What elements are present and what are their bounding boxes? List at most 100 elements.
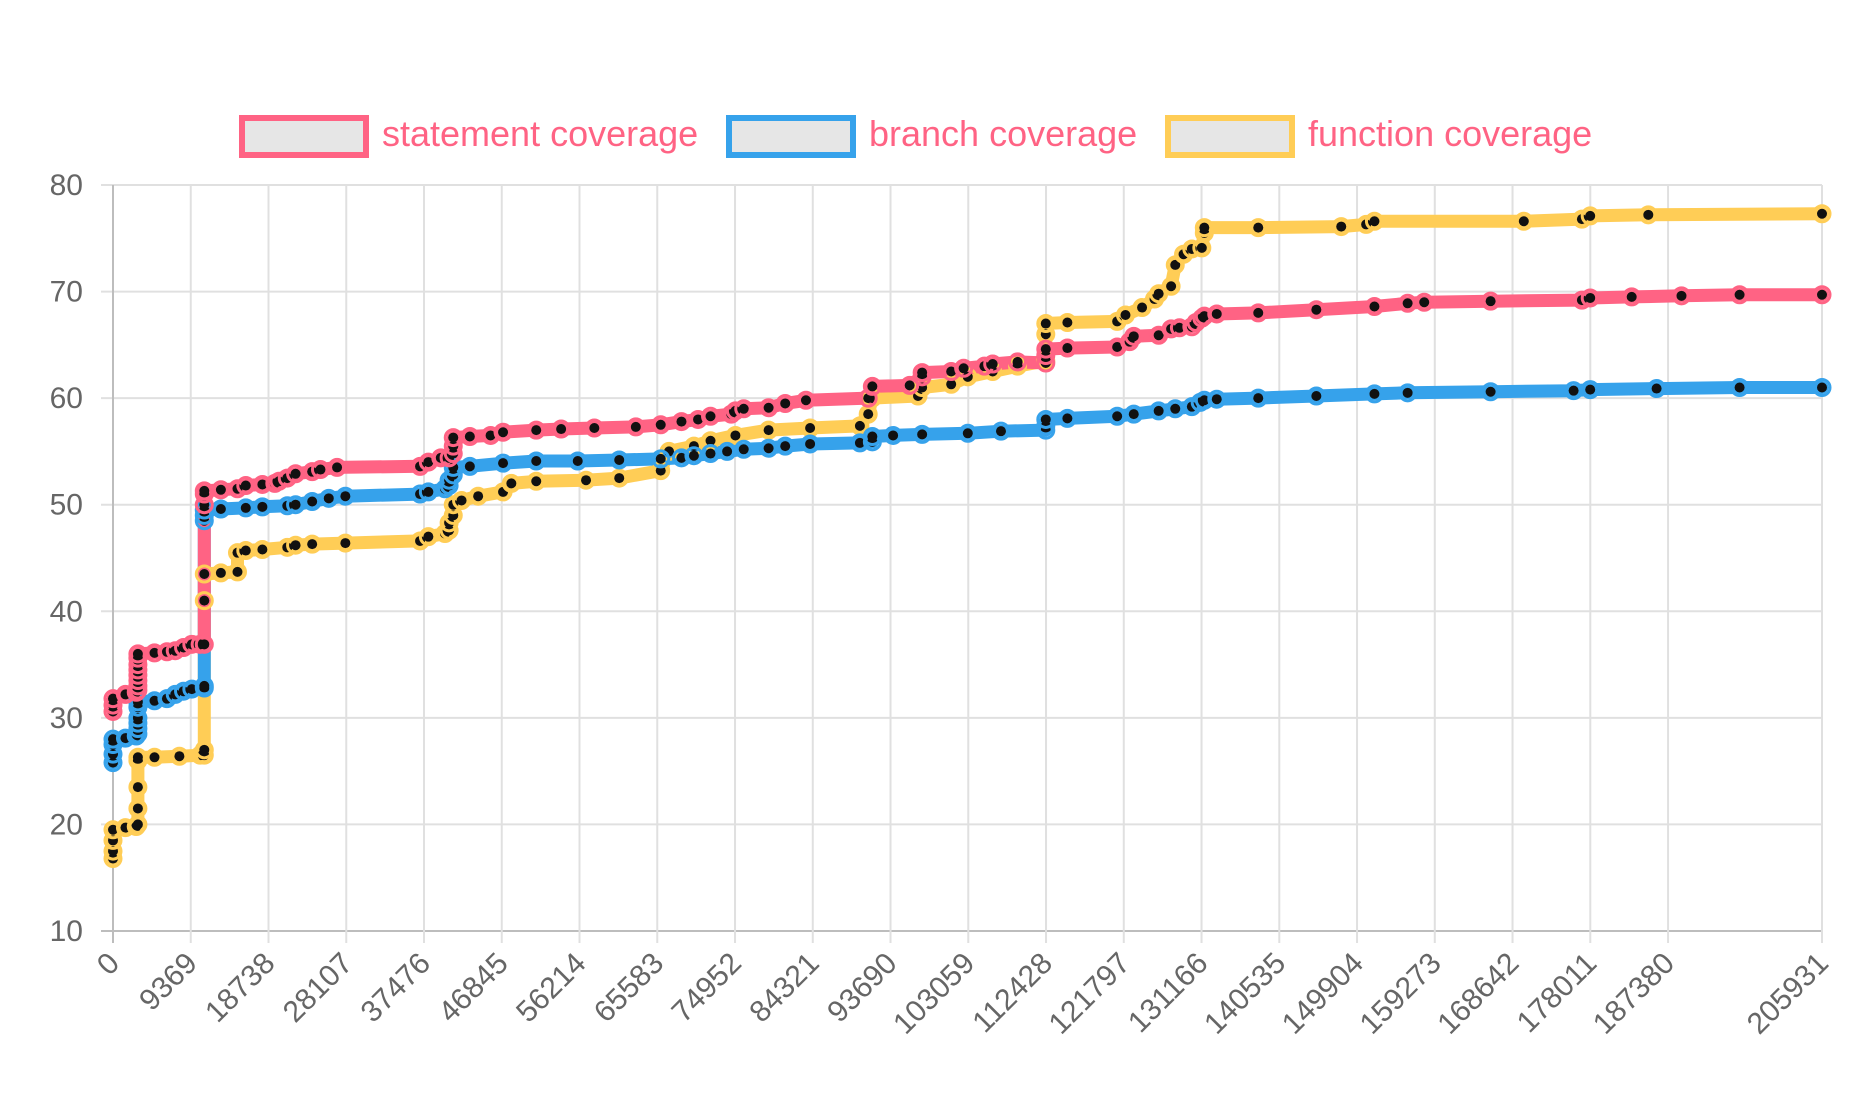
- data-point[interactable]: [941, 362, 961, 381]
- data-point[interactable]: [460, 456, 480, 476]
- data-point[interactable]: [501, 473, 521, 493]
- data-point[interactable]: [1481, 291, 1501, 311]
- data-point[interactable]: [900, 375, 920, 395]
- data-point[interactable]: [211, 499, 231, 519]
- data-point[interactable]: [1248, 218, 1268, 238]
- data-point[interactable]: [651, 415, 671, 435]
- data-point[interactable]: [493, 453, 513, 473]
- data-point[interactable]: [912, 424, 932, 444]
- data-point[interactable]: [1057, 338, 1077, 358]
- data-point[interactable]: [1132, 298, 1152, 318]
- data-point[interactable]: [439, 448, 459, 468]
- data-point[interactable]: [1398, 383, 1418, 403]
- data-point[interactable]: [144, 747, 164, 767]
- data-point[interactable]: [1331, 217, 1351, 237]
- data-point[interactable]: [609, 450, 629, 470]
- data-point[interactable]: [991, 421, 1011, 441]
- data-point[interactable]: [1622, 287, 1642, 307]
- data-point[interactable]: [576, 470, 596, 490]
- data-point[interactable]: [194, 740, 214, 760]
- data-point[interactable]: [1057, 408, 1077, 428]
- data-point[interactable]: [1730, 377, 1750, 397]
- data-point[interactable]: [725, 425, 745, 445]
- data-point[interactable]: [734, 399, 754, 419]
- data-point[interactable]: [1248, 388, 1268, 408]
- data-point[interactable]: [775, 393, 795, 413]
- data-point[interactable]: [493, 422, 513, 442]
- data-point[interactable]: [651, 449, 671, 469]
- data-point[interactable]: [912, 363, 932, 383]
- legend-item-statement[interactable]: statement coverage: [239, 113, 698, 158]
- data-point[interactable]: [568, 451, 588, 471]
- data-point[interactable]: [1414, 292, 1434, 312]
- data-point[interactable]: [1580, 380, 1600, 400]
- data-point[interactable]: [252, 539, 272, 559]
- data-point[interactable]: [169, 746, 189, 766]
- data-point[interactable]: [252, 497, 272, 517]
- data-point[interactable]: [734, 439, 754, 459]
- data-point[interactable]: [526, 471, 546, 491]
- data-point[interactable]: [302, 534, 322, 554]
- data-point[interactable]: [128, 798, 148, 818]
- data-point[interactable]: [796, 390, 816, 410]
- data-point[interactable]: [775, 436, 795, 456]
- data-point[interactable]: [584, 418, 604, 438]
- data-point[interactable]: [701, 406, 721, 426]
- data-point[interactable]: [526, 420, 546, 440]
- data-point[interactable]: [128, 777, 148, 797]
- data-point[interactable]: [1364, 296, 1384, 316]
- data-point[interactable]: [1057, 312, 1077, 332]
- data-point[interactable]: [1124, 404, 1144, 424]
- data-point[interactable]: [1514, 211, 1534, 231]
- data-point[interactable]: [1036, 339, 1056, 359]
- data-point[interactable]: [551, 419, 571, 439]
- data-point[interactable]: [335, 533, 355, 553]
- data-point[interactable]: [862, 376, 882, 396]
- data-point[interactable]: [983, 354, 1003, 374]
- data-point[interactable]: [958, 423, 978, 443]
- data-point[interactable]: [1812, 377, 1832, 397]
- data-point[interactable]: [1124, 326, 1144, 346]
- data-point[interactable]: [1812, 204, 1832, 224]
- data-point[interactable]: [418, 452, 438, 472]
- data-point[interactable]: [1207, 304, 1227, 324]
- data-point[interactable]: [862, 427, 882, 447]
- data-point[interactable]: [883, 425, 903, 445]
- data-point[interactable]: [194, 634, 214, 654]
- data-point[interactable]: [1008, 352, 1028, 372]
- data-point[interactable]: [526, 451, 546, 471]
- legend-item-function[interactable]: function coverage: [1165, 113, 1592, 158]
- data-point[interactable]: [954, 358, 974, 378]
- data-point[interactable]: [1036, 314, 1056, 334]
- data-point[interactable]: [1580, 206, 1600, 226]
- data-point[interactable]: [1730, 285, 1750, 305]
- data-point[interactable]: [194, 591, 214, 611]
- data-point[interactable]: [1671, 286, 1691, 306]
- data-point[interactable]: [1812, 285, 1832, 305]
- data-point[interactable]: [1306, 300, 1326, 320]
- data-point[interactable]: [1115, 305, 1135, 325]
- data-point[interactable]: [759, 420, 779, 440]
- data-point[interactable]: [1364, 211, 1384, 231]
- data-point[interactable]: [1194, 218, 1214, 238]
- data-point[interactable]: [626, 417, 646, 437]
- data-point[interactable]: [1207, 389, 1227, 409]
- data-point[interactable]: [858, 388, 878, 408]
- data-point[interactable]: [1036, 409, 1056, 429]
- data-point[interactable]: [452, 490, 472, 510]
- data-point[interactable]: [800, 434, 820, 454]
- data-point[interactable]: [759, 398, 779, 418]
- legend-item-branch[interactable]: branch coverage: [726, 113, 1137, 158]
- data-point[interactable]: [1638, 205, 1658, 225]
- data-point[interactable]: [481, 425, 501, 445]
- data-point[interactable]: [468, 486, 488, 506]
- data-point[interactable]: [227, 562, 247, 582]
- data-point[interactable]: [327, 457, 347, 477]
- data-point[interactable]: [1364, 384, 1384, 404]
- data-point[interactable]: [1306, 386, 1326, 406]
- data-point[interactable]: [1248, 303, 1268, 323]
- data-point[interactable]: [1481, 382, 1501, 402]
- data-point[interactable]: [1161, 276, 1181, 296]
- data-point[interactable]: [194, 676, 214, 696]
- data-point[interactable]: [688, 409, 708, 429]
